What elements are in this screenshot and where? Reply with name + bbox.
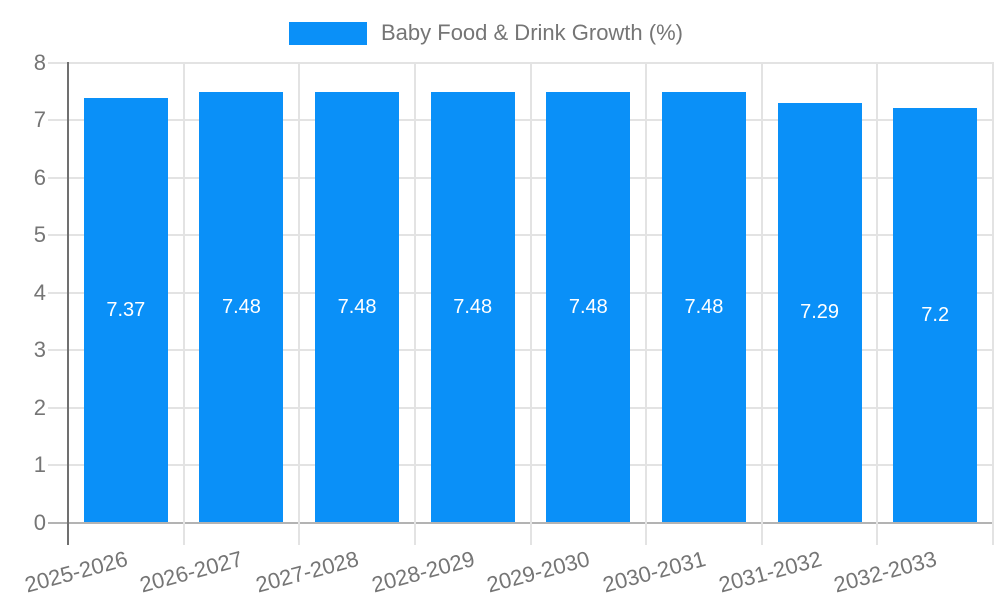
bar-value-label: 7.48 — [568, 295, 608, 318]
y-tick-label: 5 — [33, 222, 46, 247]
y-tick-label: 0 — [33, 509, 46, 535]
y-tick-label: 2 — [33, 394, 46, 420]
legend-label: Baby Food & Drink Growth (%) — [381, 20, 683, 45]
x-gridline — [876, 62, 879, 545]
y-tick-label: 8 — [33, 49, 46, 75]
y-gridline — [48, 61, 993, 64]
bar-value-label: 7.37 — [106, 298, 146, 321]
bar-2025-2026[interactable]: 7.37 — [83, 98, 168, 522]
y-gridline — [48, 349, 993, 351]
bar-2026-2027[interactable]: 7.48 — [199, 92, 284, 522]
x-axis-baseline — [48, 521, 993, 524]
bar-value-label: 7.48 — [684, 295, 724, 318]
x-gridline — [992, 62, 994, 545]
y-tick-label: 4 — [33, 279, 46, 305]
bar-2028-2029[interactable]: 7.48 — [430, 92, 515, 522]
y-gridline — [48, 234, 993, 236]
y-gridline — [48, 464, 993, 466]
chart-legend: Baby Food & Drink Growth (%) — [289, 20, 683, 46]
y-axis-line — [67, 62, 69, 545]
x-gridline — [413, 62, 416, 545]
bar-value-label: 7.48 — [453, 295, 493, 318]
y-tick-label: 3 — [33, 337, 46, 362]
y-tick-label: 6 — [33, 164, 46, 190]
bar-2032-2033[interactable]: 7.2 — [893, 108, 978, 522]
bar-2030-2031[interactable]: 7.48 — [661, 92, 746, 522]
y-gridline — [48, 291, 993, 294]
y-gridline — [48, 176, 993, 179]
x-gridline — [298, 62, 301, 545]
bar-2029-2030[interactable]: 7.48 — [546, 92, 631, 522]
bar-value-label: 7.29 — [800, 301, 840, 323]
bar-value-label: 7.48 — [337, 295, 377, 318]
bar-2031-2032[interactable]: 7.29 — [777, 103, 862, 522]
y-tick-label: 7 — [33, 107, 46, 132]
legend-swatch — [289, 21, 367, 45]
y-gridline — [48, 406, 993, 409]
bar-2027-2028[interactable]: 7.48 — [315, 92, 400, 522]
bar-value-label: 7.2 — [921, 303, 950, 326]
y-gridline — [48, 119, 993, 121]
y-tick-label: 1 — [33, 452, 46, 477]
x-gridline — [529, 62, 532, 545]
x-gridline — [182, 62, 185, 545]
x-gridline — [645, 62, 648, 545]
bar-value-label: 7.48 — [221, 295, 261, 318]
x-gridline — [760, 62, 763, 545]
